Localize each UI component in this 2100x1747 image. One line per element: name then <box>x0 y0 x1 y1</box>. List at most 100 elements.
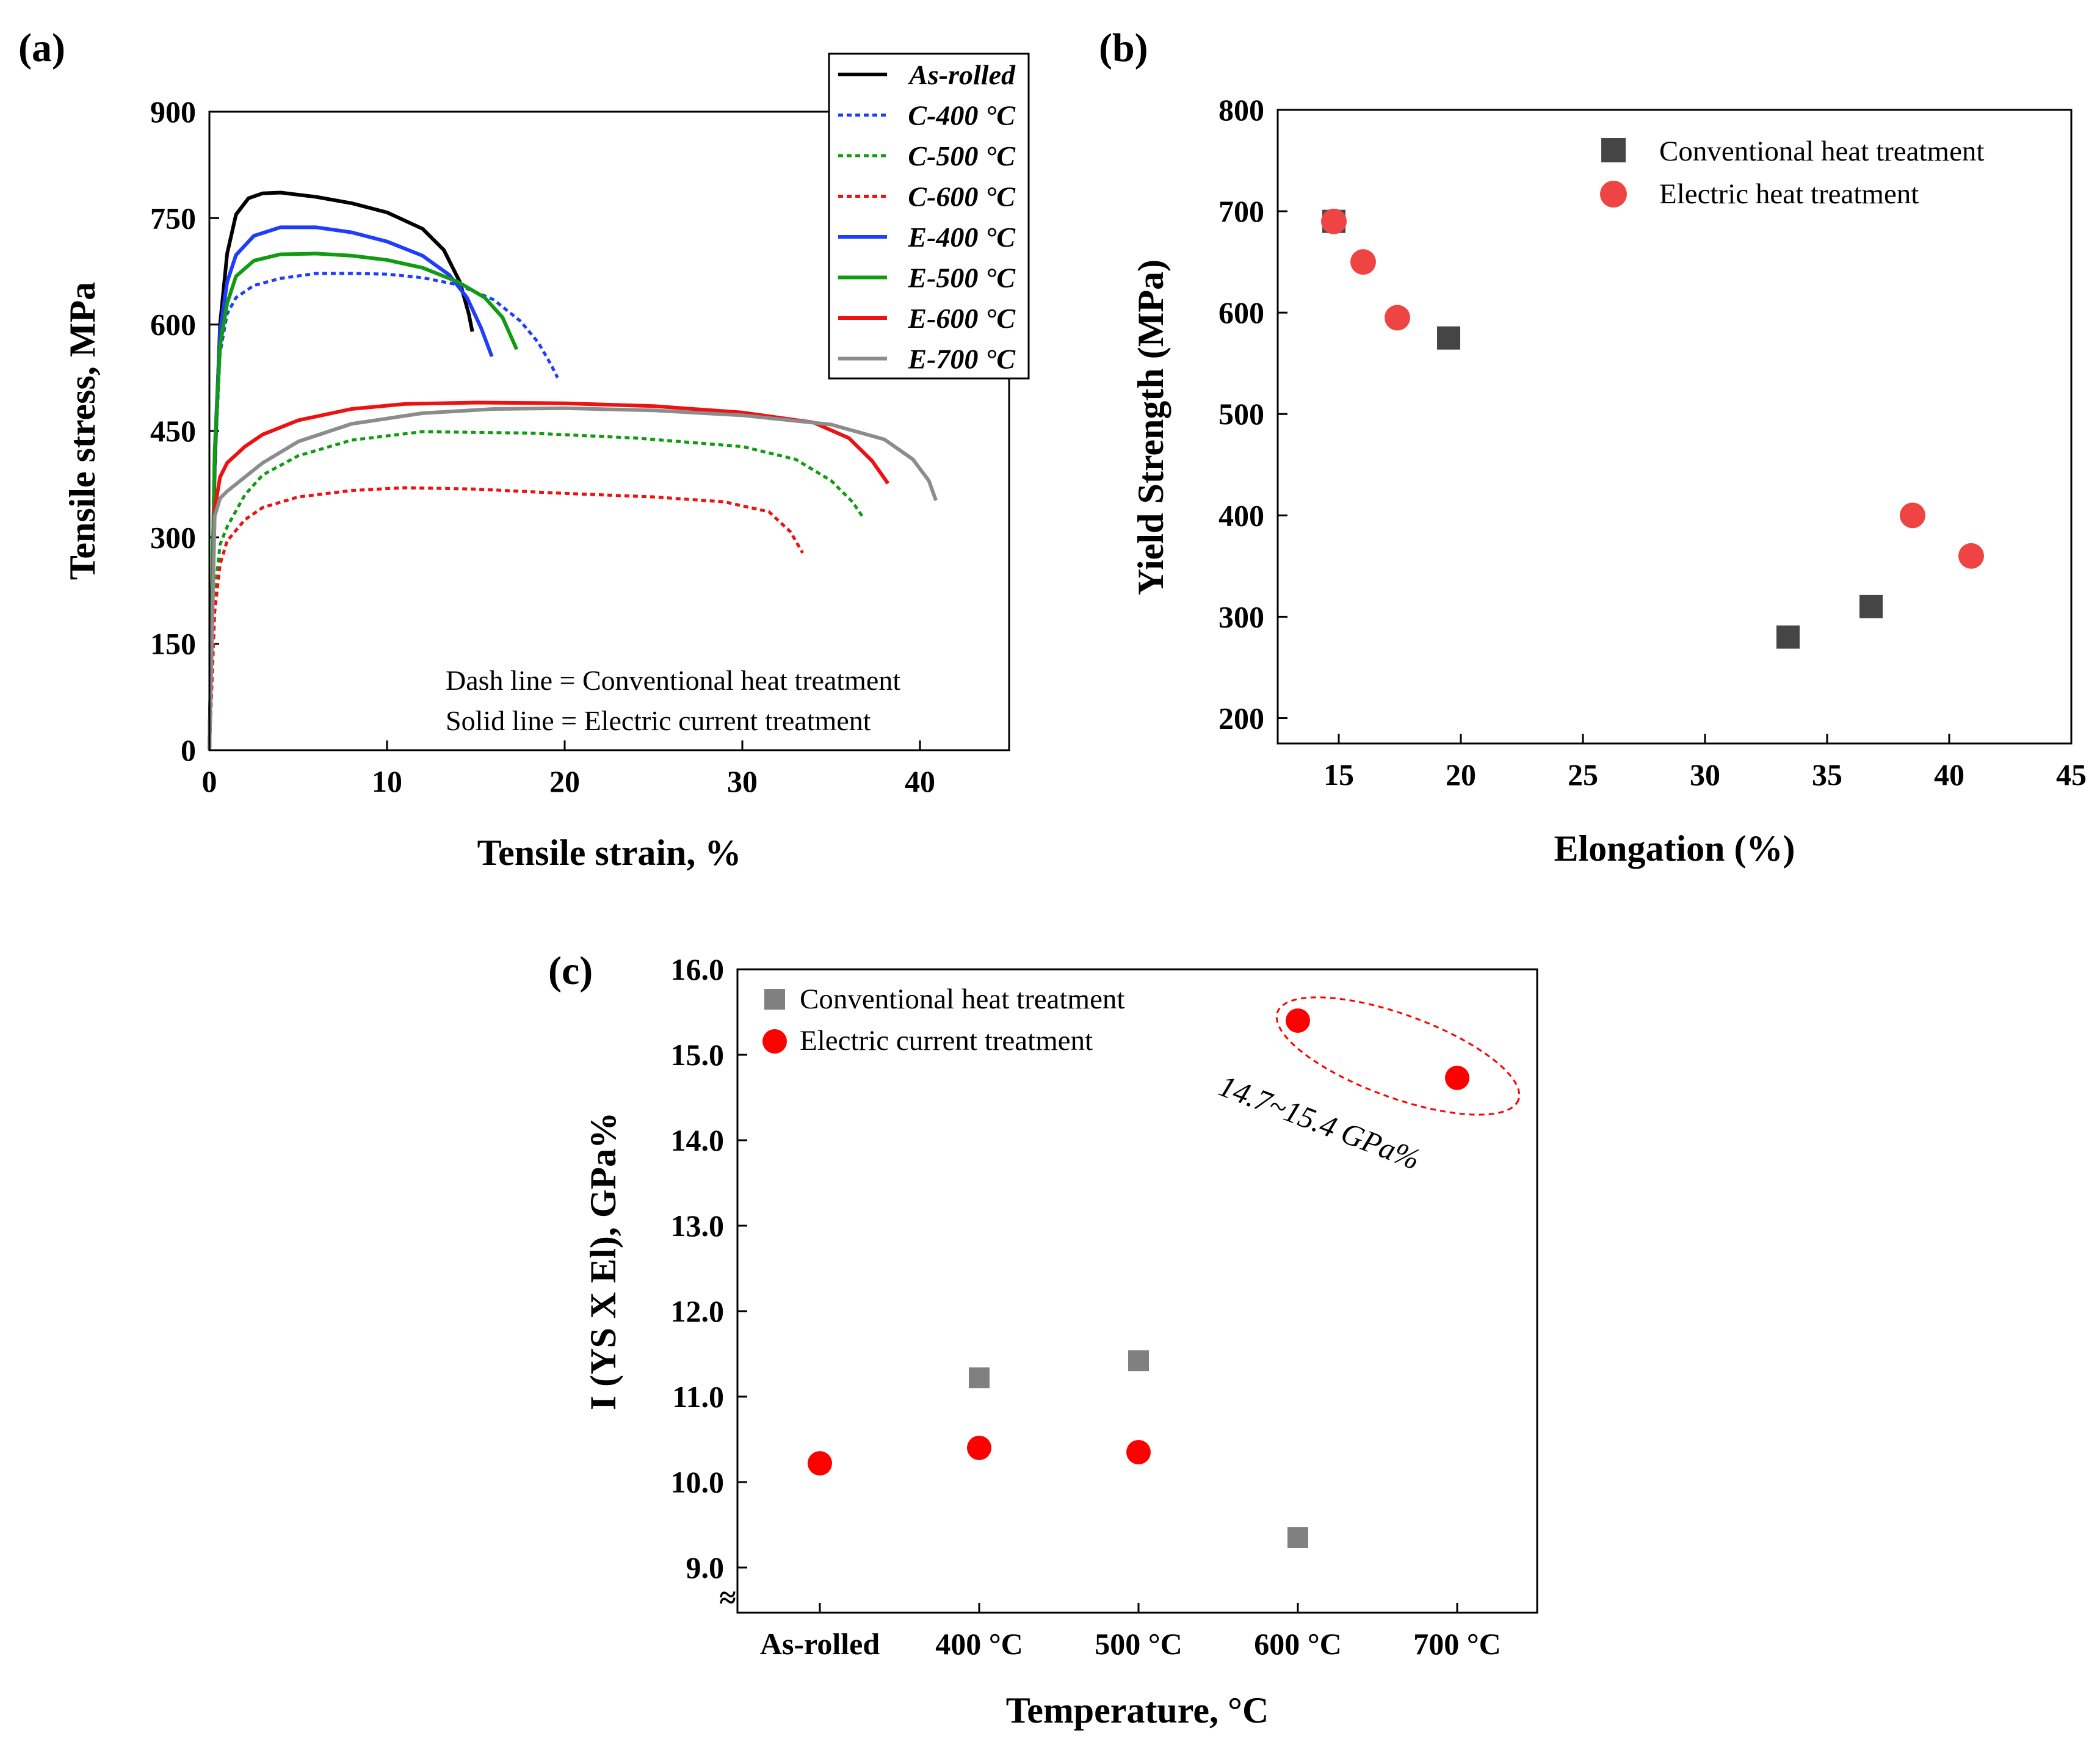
b-ytick-label: 500 <box>1218 397 1264 431</box>
a-ytick-label: 150 <box>150 627 196 661</box>
panel-a-ticks: 0 150 300 450 600 750 900 0 10 20 30 40 <box>150 95 935 798</box>
a-ytick-label: 600 <box>150 308 196 342</box>
a-xtick-label: 30 <box>727 764 758 798</box>
panel-a-ylabel: Tensile stress, MPa <box>62 282 103 580</box>
b-ytick-label: 600 <box>1218 295 1264 330</box>
a-legend-label-e-600-c: E-600 °C <box>907 303 1016 334</box>
panel-a-series <box>208 190 938 751</box>
c-point-electric-current-treatment <box>1445 1065 1469 1090</box>
a-legend-label-c-400-c: C-400 °C <box>908 100 1016 131</box>
panel-b-legend: Conventional heat treatment Electric hea… <box>1600 136 1985 210</box>
panel-c-series <box>808 1008 1469 1548</box>
c-point-conventional-heat-treatment <box>969 1367 990 1389</box>
legend-b-conventional-label: Conventional heat treatment <box>1659 136 1985 167</box>
a-legend-label-c-500-c: C-500 °C <box>908 140 1016 172</box>
a-legend-label-e-500-c: E-500 °C <box>907 262 1016 294</box>
legend-c-electric-marker <box>762 1029 787 1054</box>
a-xtick-label: 20 <box>549 764 580 798</box>
panel-a-legend: As-rolled C-400 °C C-500 °C C-600 °C E-400 °… <box>828 52 1030 380</box>
b-ytick-label: 300 <box>1218 599 1264 634</box>
panel-a-note-solid: Solid line = Electric current treatment <box>446 705 871 736</box>
a-series-c-400-c <box>208 272 559 751</box>
panel-b-frame <box>1276 109 2073 745</box>
panel-b-xlabel: Elongation (%) <box>1554 828 1795 869</box>
a-xtick-label: 40 <box>905 764 935 798</box>
panel-a-xlabel: Tensile strain, % <box>477 833 742 873</box>
b-point-electric-heat-treatment <box>1385 305 1410 331</box>
a-legend-label-c-600-c: C-600 °C <box>908 181 1016 212</box>
c-ytick-label: 10.0 <box>671 1465 725 1499</box>
legend-c-conventional-marker <box>764 989 785 1010</box>
panel-a-legend-box <box>828 52 1030 380</box>
c-ytick-label: 14.0 <box>671 1123 725 1157</box>
a-ytick-label: 750 <box>150 201 196 235</box>
panel-c-highlight-ellipse <box>1275 996 1521 1116</box>
b-xtick-label: 25 <box>1568 758 1598 792</box>
a-series-e-700-c <box>208 406 938 751</box>
a-legend-label-e-700-c: E-700 °C <box>907 344 1016 375</box>
c-ytick-label: 13.0 <box>671 1209 725 1243</box>
panel-c-frame <box>736 968 1538 1614</box>
b-ytick-label: 800 <box>1218 93 1264 127</box>
panel-b-label: (b) <box>1099 26 1148 70</box>
a-series-e-400-c <box>208 225 494 751</box>
c-ytick-label: 16.0 <box>671 952 725 986</box>
b-point-electric-heat-treatment <box>1958 543 1984 569</box>
a-ytick-label: 0 <box>181 733 196 767</box>
legend-c-conventional-label: Conventional heat treatment <box>800 983 1125 1015</box>
b-ytick-label: 700 <box>1218 194 1264 228</box>
legend-b-electric-label: Electric heat treatment <box>1659 178 1919 210</box>
a-series-e-500-c <box>208 251 519 751</box>
a-series-c-500-c <box>208 430 864 751</box>
c-xtick-label: 400 °C <box>935 1627 1023 1661</box>
panel-c-ticks: 9.0 10.0 11.0 12.0 13.0 14.0 15.0 16.0 As-rolled… <box>671 952 1501 1661</box>
b-point-electric-heat-treatment <box>1900 502 1925 529</box>
c-ytick-label: 15.0 <box>671 1038 725 1072</box>
panel-c-legend: Conventional heat treatment Electric cur… <box>762 983 1125 1057</box>
b-point-electric-heat-treatment <box>1350 249 1376 275</box>
panel-c-label: (c) <box>548 949 593 993</box>
c-point-conventional-heat-treatment <box>1287 1527 1308 1548</box>
panel-c: (c) 9.0 10.0 11.0 12.0 13.0 14.0 15.0 16.0 As-ro… <box>548 949 1538 1731</box>
a-ytick-label: 900 <box>150 95 196 129</box>
c-ytick-label: 11.0 <box>672 1380 724 1414</box>
c-point-electric-current-treatment <box>808 1451 832 1476</box>
panel-a-note-dash: Dash line = Conventional heat treatment <box>446 665 900 696</box>
a-series-e-600-c <box>208 400 890 751</box>
a-ytick-label: 450 <box>150 414 196 448</box>
legend-b-electric-marker <box>1600 181 1627 208</box>
b-xtick-label: 30 <box>1690 758 1720 792</box>
a-series-as-rolled <box>208 190 474 751</box>
a-xtick-label: 0 <box>202 764 217 798</box>
a-xtick-label: 10 <box>372 764 402 798</box>
panel-c-xlabel: Temperature, °C <box>1006 1690 1269 1731</box>
a-ytick-label: 300 <box>150 520 196 554</box>
c-ytick-label: 12.0 <box>671 1294 725 1328</box>
b-xtick-label: 20 <box>1446 758 1476 792</box>
panel-c-axis-break: ≈ <box>719 1580 736 1615</box>
legend-c-electric-label: Electric current treatment <box>800 1025 1093 1057</box>
b-xtick-label: 15 <box>1323 758 1354 792</box>
c-xtick-label: As-rolled <box>760 1627 880 1661</box>
panel-a-label: (a) <box>18 26 65 70</box>
b-xtick-label: 35 <box>1812 758 1842 792</box>
c-point-electric-current-treatment <box>1286 1008 1310 1033</box>
c-xtick-label: 700 °C <box>1413 1627 1501 1661</box>
panel-c-ylabel: I (YS X El), GPa% <box>583 1112 623 1410</box>
panel-c-annotation: 14.7~15.4 GPa% <box>1214 1068 1425 1176</box>
b-xtick-label: 40 <box>1934 758 1964 792</box>
panel-a-frame <box>208 110 1010 751</box>
c-ytick-label: 9.0 <box>686 1550 725 1585</box>
a-legend-label-e-400-c: E-400 °C <box>907 222 1016 253</box>
c-xtick-label: 600 °C <box>1254 1627 1342 1661</box>
b-point-conventional-heat-treatment <box>1776 625 1800 649</box>
legend-b-conventional-marker <box>1601 138 1626 162</box>
panel-a: (a) 0 150 300 450 600 750 900 0 10 20 30 40 Tensile… <box>18 26 1030 873</box>
b-xtick-label: 45 <box>2056 758 2087 792</box>
panel-b-ticks: 200 300 400 500 600 700 800 15 20 25 30 35 40 45 <box>1218 93 2087 792</box>
c-point-electric-current-treatment <box>967 1436 991 1460</box>
b-point-electric-heat-treatment <box>1321 208 1347 234</box>
c-xtick-label: 500 °C <box>1095 1627 1182 1661</box>
